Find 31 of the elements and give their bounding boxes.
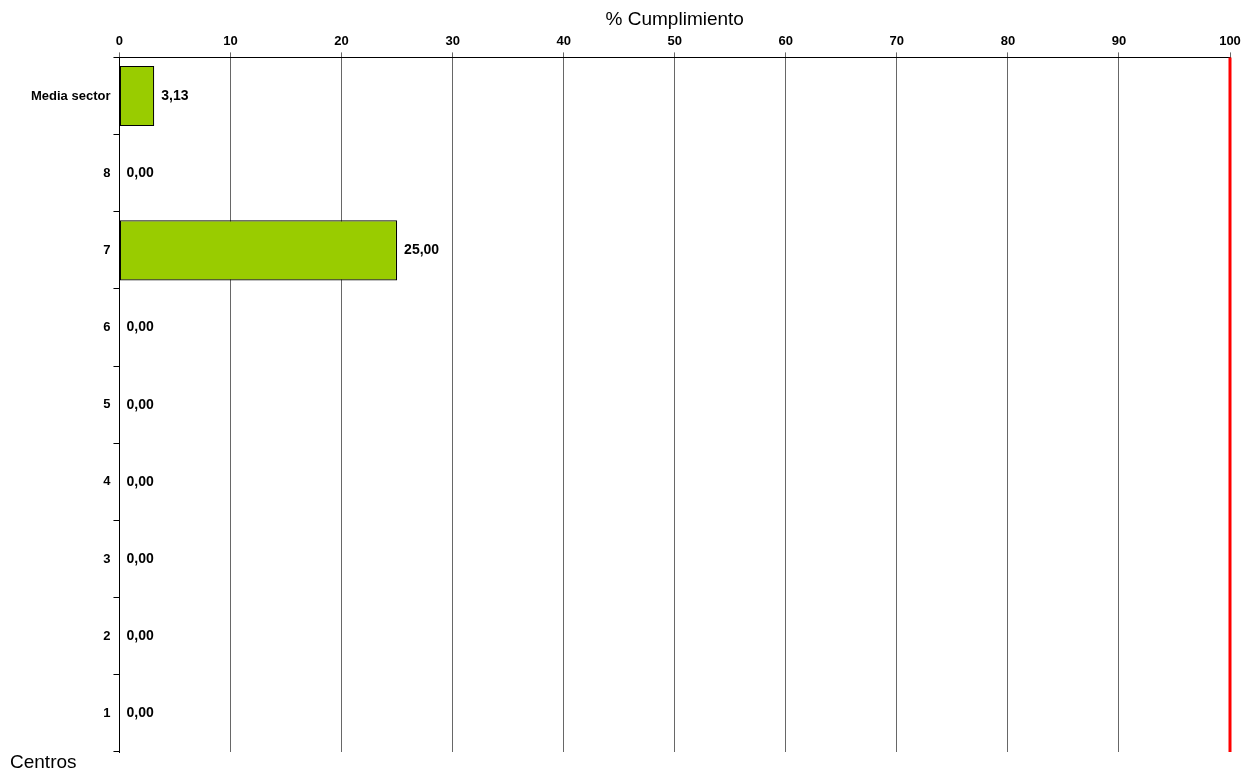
y-tick-label: 3 (103, 550, 111, 566)
x-tick-label: 70 (889, 33, 905, 49)
y-tick-label: 4 (103, 473, 112, 489)
x-tick-label: 50 (667, 33, 682, 49)
y-tick-label: 1 (103, 704, 111, 720)
data-label: 0,00 (126, 318, 154, 335)
data-label: 25,00 (404, 241, 440, 258)
y-tick-label: 2 (103, 627, 111, 643)
y-tick-label: 6 (103, 319, 111, 335)
y-tick-label: Media sector (30, 87, 111, 103)
x-tick-label: 10 (223, 33, 238, 49)
y-tick-label: 5 (103, 396, 111, 412)
y-tick-label: 8 (103, 164, 111, 180)
data-label: 3,13 (161, 86, 189, 103)
x-tick-label: 100 (1219, 33, 1241, 49)
x-axis-title: % Cumplimiento (605, 7, 744, 29)
data-label: 0,00 (126, 164, 154, 181)
x-tick-label: 80 (1000, 33, 1016, 49)
data-label: 0,00 (126, 395, 154, 412)
x-tick-label: 20 (334, 33, 349, 49)
data-label: 0,00 (126, 472, 154, 489)
data-label: 0,00 (126, 549, 154, 566)
x-tick-label: 30 (445, 33, 460, 49)
x-tick-label: 0 (115, 33, 124, 49)
x-tick-label: 60 (778, 33, 794, 49)
data-label: 0,00 (126, 627, 154, 644)
y-axis-title: Centros (10, 750, 77, 772)
y-tick-label: 7 (103, 241, 111, 257)
x-tick-label: 90 (1111, 33, 1127, 49)
x-tick-label: 40 (556, 33, 571, 49)
data-label: 0,00 (126, 704, 154, 721)
